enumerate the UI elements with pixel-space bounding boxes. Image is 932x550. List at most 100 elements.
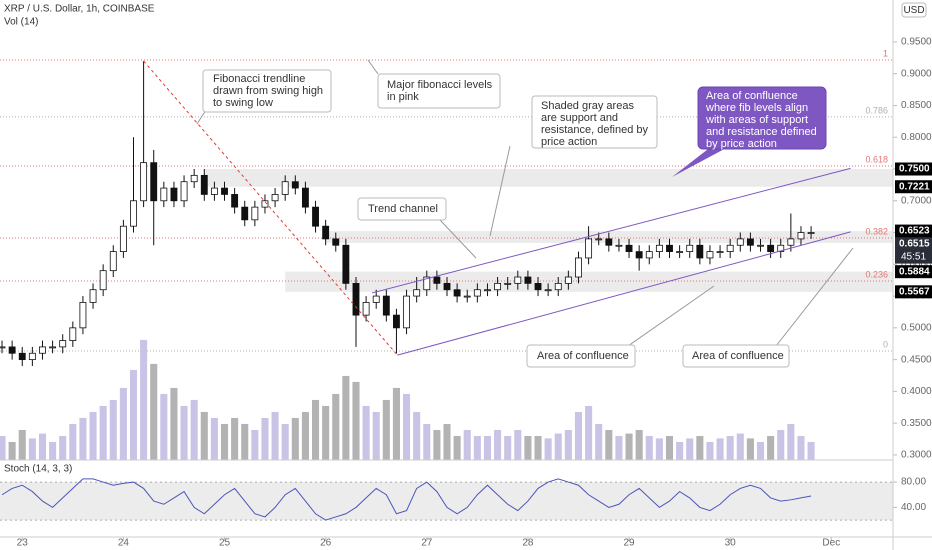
candle-body [676,251,684,254]
volume-bar [514,429,522,460]
candle-body [140,162,148,202]
candle-body [575,257,582,278]
volume-bar [170,387,178,460]
candle-body [807,232,815,234]
annotation-text: with areas of support [705,114,808,126]
candle-body [625,244,633,253]
price-badge [895,265,932,279]
volume-bar [463,429,471,460]
candle-body [382,295,390,316]
annotation-text: Area of confluence [692,350,784,362]
y-tick-label: 0.5000 [901,322,932,333]
x-tick-label: 29 [623,538,635,549]
y-tick-label: 0.3500 [901,418,932,429]
candle-body [453,289,461,297]
candle-body [595,238,603,241]
pointer [439,219,477,259]
annotation-text: in pink [387,91,419,103]
currency-button[interactable] [901,2,927,18]
plot-layer: 1 0.786 0.618 0.382 0.236 0 0.3000 0.3500 0.4000… [0,37,932,549]
candle-body [463,295,471,298]
volume-bar [291,417,299,460]
candle-body [170,187,178,202]
candle-body [210,187,218,195]
volume-bar [696,435,704,460]
volume-bar [504,435,512,460]
volume-bar [362,405,370,460]
candle-body [666,244,673,253]
price-badge [895,180,932,194]
candle-body [706,251,714,259]
candle-body [99,270,107,291]
volume-bar [423,423,431,460]
candle-body [332,238,340,246]
volume-bar [655,438,663,460]
candle-body [757,244,764,247]
pointer [367,59,379,75]
volume-bar [625,433,633,460]
sr-zone [285,271,893,292]
volume-bar [18,429,26,460]
volume-bar [433,429,441,460]
candle-body [79,302,87,329]
candle-body [18,352,26,361]
y-tick-label: 0.6000 [901,259,932,270]
volume-bar [392,387,400,460]
price-badge [895,224,932,238]
candle-body [736,238,744,246]
currency-label[interactable]: USD [903,5,924,16]
candle-body [342,244,350,284]
annotation-box [377,73,501,109]
y-tick-label: 0.3000 [901,450,932,461]
candle-body [726,244,734,253]
annotation-text: Shaded gray areas [541,100,634,112]
pointer [672,146,730,177]
volume-bar [79,417,87,460]
y-tick-label: 0.8000 [901,132,932,143]
candle-body [200,174,208,195]
candle-body [271,194,279,202]
volume-bar [615,435,623,460]
symbol-title: XRP / U.S. Dollar, 1h, COINBASE [4,4,155,15]
candle-body [686,244,694,253]
candle-body [69,327,77,341]
candle-body [716,251,724,254]
candle-body [524,276,532,284]
stoch-line [1,478,812,521]
x-tick-label: 30 [725,538,737,549]
price-badge [895,237,932,264]
x-tick-label: 28 [522,538,534,549]
volume-bar [777,429,785,460]
annotation-text: are support and [541,112,618,124]
annotation-text: Area of confluence [537,350,629,362]
volume-bar [271,411,279,460]
candle-body [130,200,137,227]
volume-bar [767,435,775,460]
candle-body [109,251,117,272]
candle-body [433,276,441,284]
annotation-text: and resistance defined [706,126,817,138]
volume-bar [585,405,593,460]
candle-body [119,225,127,253]
volume-bar [635,429,643,460]
candle-body [494,282,502,291]
y-tick-label: 0.8500 [901,100,932,111]
volume-bar [807,441,815,460]
annotation-box [526,344,636,368]
candle-body [291,181,299,189]
candle-body [28,352,36,361]
volume-bar [332,393,340,460]
volume-bar [281,423,289,460]
candle-body [544,289,552,292]
volume-bar [524,435,532,460]
volume-bar [686,438,694,460]
y-tick-label: 0.7000 [901,195,932,206]
candle-body [190,174,198,183]
annotation-text: Area of confluence [706,90,798,102]
countdown-label: 45:51 [901,252,926,263]
price-badge [895,162,932,176]
y-tick-label: 0.4000 [901,386,932,397]
candle-body [150,162,158,202]
annotation-box [357,197,447,221]
candle-body [413,289,421,297]
